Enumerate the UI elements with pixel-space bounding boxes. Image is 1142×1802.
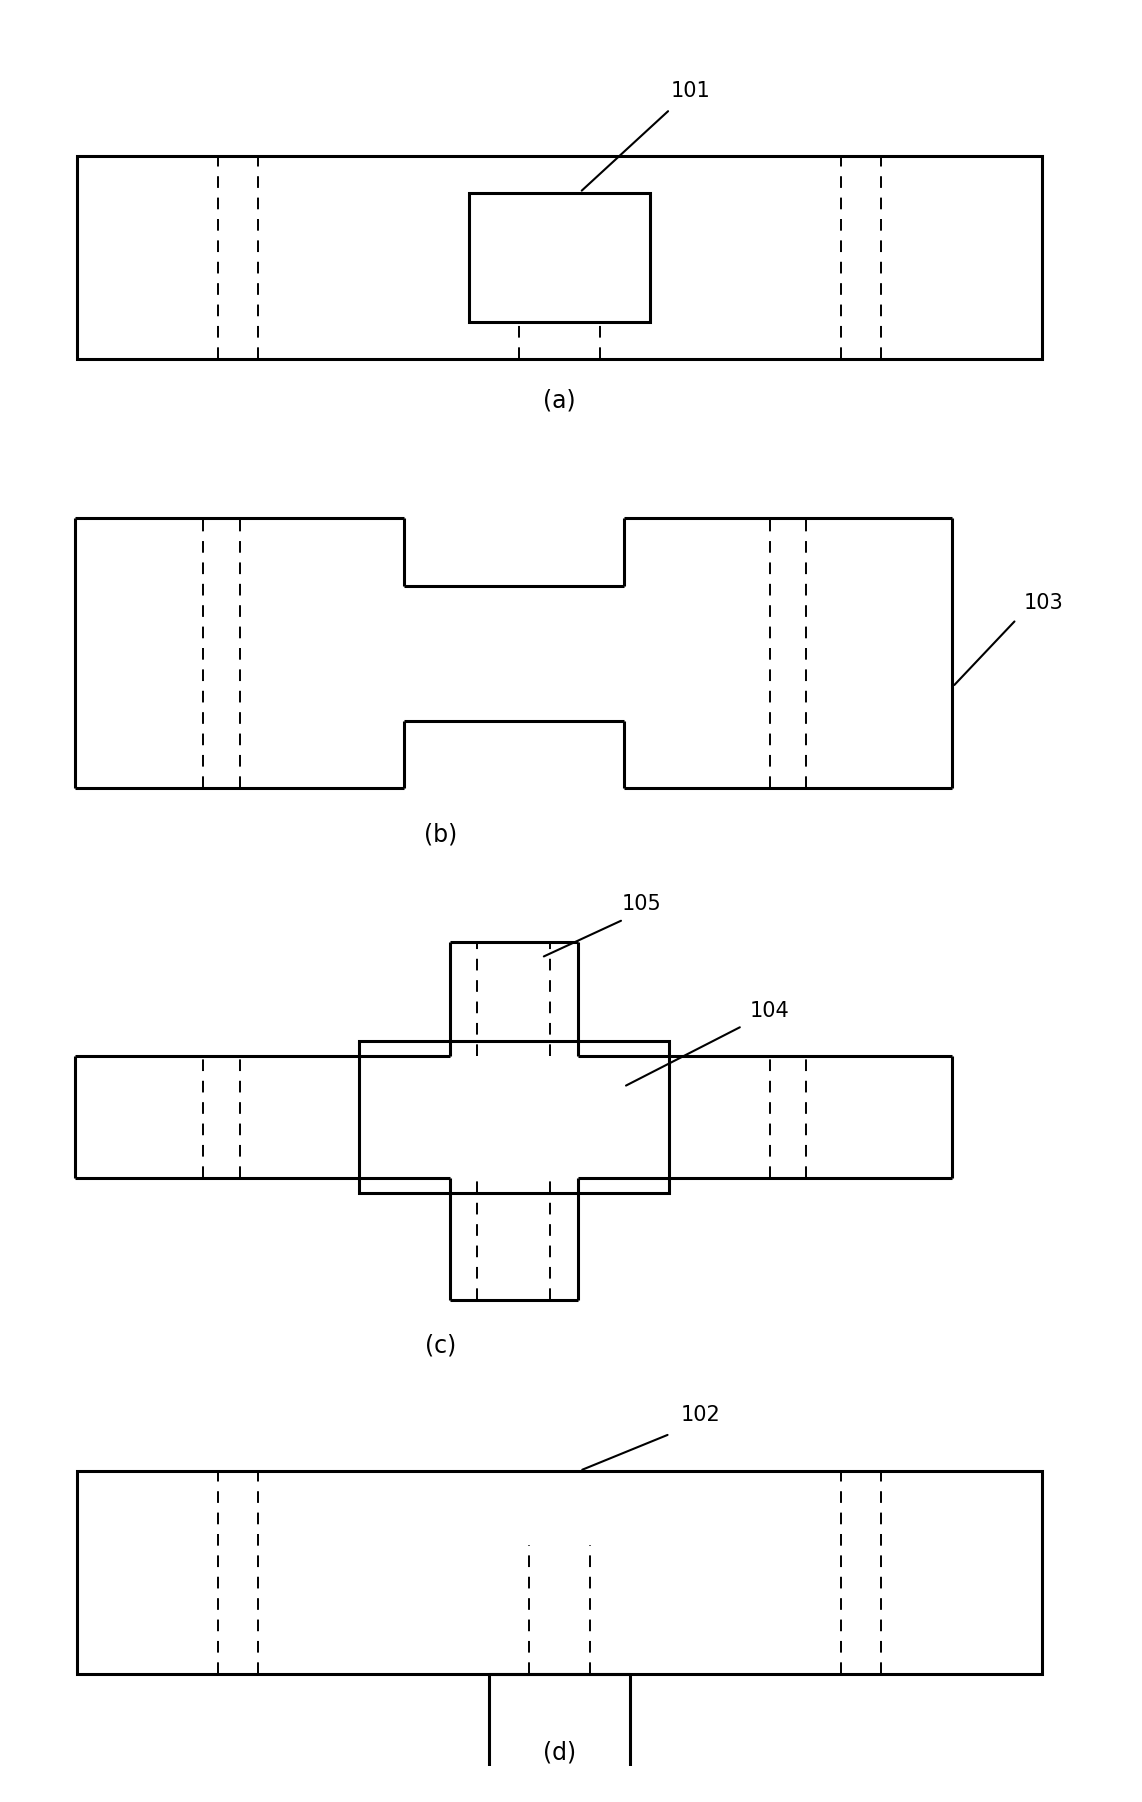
Text: (a): (a) [544, 389, 576, 413]
Text: (b): (b) [424, 824, 458, 847]
Text: (c): (c) [425, 1333, 457, 1357]
Bar [469, 193, 650, 323]
Text: 102: 102 [681, 1406, 721, 1425]
Text: (d): (d) [542, 1741, 577, 1764]
Bar [78, 1470, 1042, 1674]
Text: 104: 104 [750, 1000, 789, 1020]
Text: 103: 103 [1024, 593, 1063, 613]
Bar [359, 1042, 669, 1193]
Text: 105: 105 [622, 894, 661, 914]
Text: 101: 101 [670, 81, 710, 101]
Bar [78, 155, 1042, 359]
